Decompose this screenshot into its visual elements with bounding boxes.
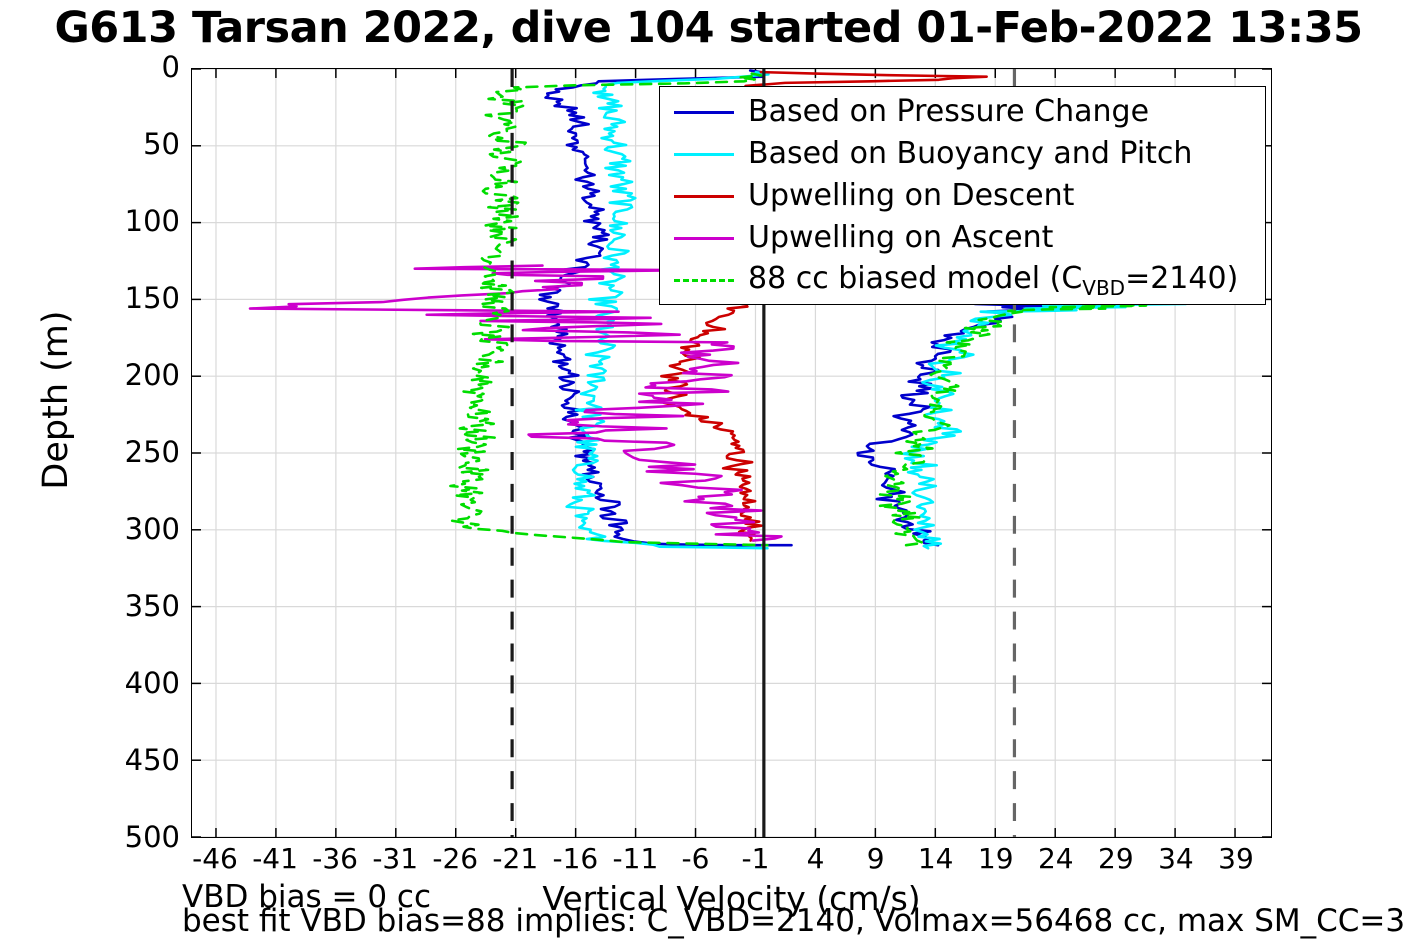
- x-tick-label: 39: [1218, 842, 1254, 875]
- series-path: [449, 72, 769, 547]
- legend-label: Based on Pressure Change: [748, 94, 1150, 129]
- legend-item[interactable]: Upwelling on Ascent: [660, 217, 1265, 259]
- legend-item[interactable]: 88 cc biased model (CVBD=2140): [660, 259, 1265, 301]
- x-tick-label: 9: [866, 842, 885, 875]
- legend-label: Upwelling on Descent: [748, 178, 1075, 213]
- legend-swatch-icon: [674, 152, 734, 156]
- x-tick-label: -21: [492, 842, 539, 875]
- x-tick-label: -46: [192, 842, 238, 875]
- x-tick-label: 14: [917, 842, 954, 875]
- legend: Based on Pressure Change Based on Buoyanc…: [659, 86, 1266, 305]
- y-tick-label: 400: [124, 666, 180, 700]
- y-tick-label: 450: [124, 743, 180, 777]
- x-tick-label: -16: [552, 842, 599, 875]
- y-axis-label: Depth (m): [36, 310, 76, 490]
- x-tick-label: 19: [977, 842, 1014, 875]
- x-axis-label: Vertical Velocity (cm/s): [542, 879, 921, 918]
- legend-item[interactable]: Based on Buoyancy and Pitch: [660, 133, 1265, 175]
- x-axis-ticks: -46 -41 -36 -31 -26 -21 -16 -11 -6 -1 4 9 14 19 24 29 34…: [191, 845, 1272, 879]
- legend-label: 88 cc biased model (CVBD=2140): [748, 261, 1239, 301]
- y-tick-label: 100: [124, 204, 180, 238]
- x-tick-label: -31: [372, 842, 419, 875]
- x-tick-label: 24: [1037, 842, 1074, 875]
- y-tick-label: 500: [124, 820, 180, 854]
- x-tick-label: -6: [681, 842, 710, 875]
- legend-swatch-icon: [674, 110, 734, 114]
- series-path: [538, 69, 793, 547]
- x-tick-label: -1: [741, 842, 770, 875]
- x-tick-label: -41: [252, 842, 298, 875]
- y-tick-label: 200: [124, 358, 180, 392]
- y-tick-label: 250: [124, 435, 180, 469]
- legend-item[interactable]: Upwelling on Descent: [660, 175, 1265, 217]
- y-tick-label: 50: [143, 127, 180, 161]
- y-tick-label: 0: [161, 50, 180, 84]
- y-axis-ticks: 0 50 100 150 200 250 300 350 400 450 500: [92, 53, 180, 852]
- legend-item[interactable]: Based on Pressure Change: [660, 91, 1265, 133]
- x-tick-label: -36: [312, 842, 358, 875]
- x-tick-label: -26: [432, 842, 479, 875]
- y-tick-label: 300: [124, 512, 180, 546]
- y-tick-label: 150: [124, 281, 180, 315]
- legend-swatch-icon: [674, 194, 734, 198]
- vbd-bias-annotation: VBD bias = 0 cc: [182, 879, 431, 915]
- series-path: [877, 299, 1212, 547]
- legend-swatch-icon: [674, 278, 734, 282]
- x-tick-label: -11: [612, 842, 659, 875]
- y-tick-label: 350: [124, 589, 180, 623]
- data-curves-layer: [248, 69, 1222, 550]
- series-path: [901, 298, 1222, 550]
- x-tick-label: 29: [1098, 842, 1134, 875]
- page-title: G613 Tarsan 2022, dive 104 started 01-Fe…: [54, 3, 1363, 53]
- x-tick-label: 34: [1158, 842, 1194, 875]
- legend-label: Based on Buoyancy and Pitch: [748, 136, 1193, 171]
- best-fit-annotation: best fit VBD bias=88 implies: C_VBD=2140…: [182, 903, 1406, 939]
- legend-swatch-icon: [674, 236, 734, 240]
- x-tick-label: 4: [806, 842, 825, 875]
- legend-label: Upwelling on Ascent: [748, 220, 1054, 255]
- series-path: [248, 264, 783, 542]
